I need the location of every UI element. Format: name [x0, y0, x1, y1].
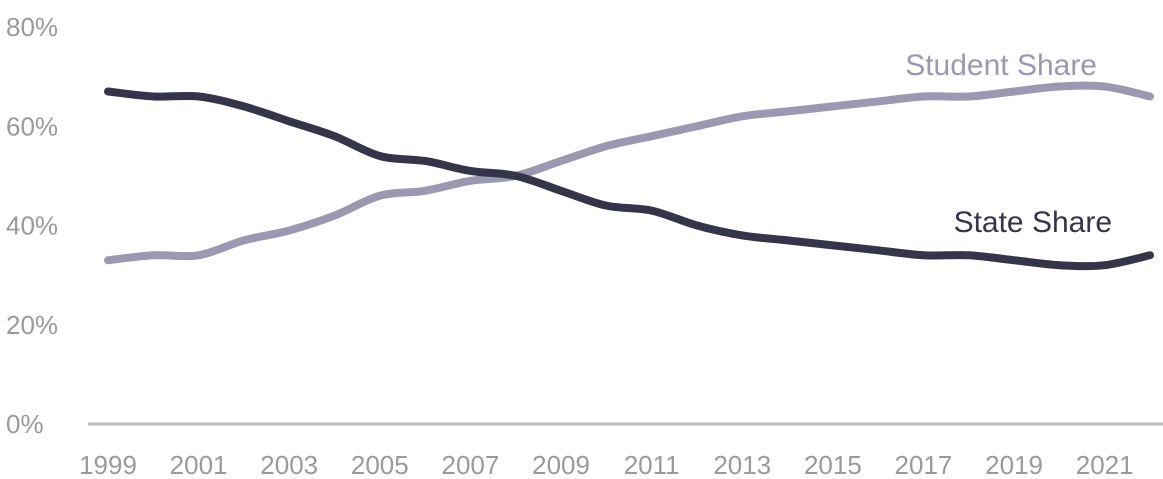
y-axis-tick-labels: 0% 20% 40% 60% 80% — [6, 12, 58, 439]
series-line-student-share — [104, 81, 1154, 265]
x-axis-tick-labels: 1999 2001 2003 2005 2007 2009 2011 2013 2015 2017… — [79, 450, 1134, 479]
y-tick-label: 80% — [6, 12, 58, 42]
series-lines — [104, 81, 1154, 271]
x-tick-label: 2019 — [985, 450, 1043, 479]
x-tick-label: 2005 — [351, 450, 409, 479]
series-label: State Share — [954, 206, 1112, 239]
x-tick-label: 2003 — [260, 450, 318, 479]
y-tick-label: 40% — [6, 211, 58, 241]
series-label: Student Share — [905, 49, 1097, 82]
x-tick-label: 2001 — [170, 450, 228, 479]
y-tick-label: 20% — [6, 310, 58, 340]
x-tick-label: 2015 — [804, 450, 862, 479]
x-tick-label: 2013 — [713, 450, 771, 479]
y-tick-label: 60% — [6, 111, 58, 141]
series-line-state-share — [104, 87, 1154, 271]
x-tick-label: 2009 — [532, 450, 590, 479]
x-tick-label: 1999 — [79, 450, 137, 479]
y-tick-label: 0% — [6, 409, 44, 439]
x-tick-label: 2011 — [624, 450, 680, 479]
x-tick-label: 2021 — [1076, 450, 1134, 479]
x-tick-label: 2007 — [442, 450, 500, 479]
series-labels: Student Share State Share — [905, 49, 1112, 239]
x-tick-label: 2017 — [895, 450, 953, 479]
